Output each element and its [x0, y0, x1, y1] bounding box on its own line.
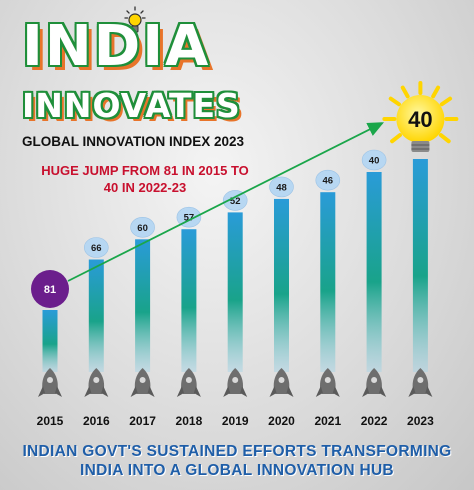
rank-label-2020: 48	[276, 182, 287, 193]
rocket-fin-right	[240, 386, 248, 397]
rocket-fin-right	[425, 386, 433, 397]
rocket-fin-left	[176, 386, 184, 397]
footer-message: INDIAN GOVT'S SUSTAINED EFFORTS TRANSFOR…	[0, 442, 474, 480]
rank-label-2022: 40	[369, 156, 380, 167]
year-label-2017: 2017	[129, 414, 156, 428]
bulb-ray	[438, 133, 451, 144]
rocket-window	[139, 377, 146, 383]
index-title: GLOBAL INNOVATION INDEX 2023	[22, 134, 245, 149]
lightbulb-icon	[396, 95, 445, 143]
rocket-window	[417, 377, 424, 383]
bar-2015	[42, 310, 58, 372]
rank-badge-2022	[361, 149, 387, 171]
rocket-fin-right	[332, 386, 340, 397]
rank-badge-2021	[315, 169, 341, 191]
rocket-window	[371, 377, 378, 383]
bar-2016	[88, 259, 104, 372]
rank-label-2021: 46	[323, 176, 334, 187]
bulb-ray	[388, 96, 401, 107]
title-india: INDIA	[22, 14, 211, 79]
rank-badge-2019	[222, 190, 248, 211]
rocket-fin-left	[315, 386, 323, 397]
rocket-fin-right	[286, 386, 294, 397]
rocket-window	[47, 377, 53, 383]
bar-2020	[274, 198, 289, 372]
bulb-ray	[390, 133, 402, 144]
rocket-fin-left	[130, 386, 138, 397]
bulb-ray	[431, 85, 441, 99]
year-label-2023: 2023	[407, 414, 434, 428]
rank-label-2019: 52	[230, 196, 241, 207]
bar-2019	[227, 212, 243, 372]
headline: HUGE JUMP FROM 81 IN 2015 TO 40 IN 2022-…	[20, 162, 270, 196]
title-innovates: INNOVATES	[22, 86, 241, 125]
rocket-window	[324, 377, 331, 383]
rank-bar-chart: 2015 81 2016 66 2017 60 2018 57 2019 52 2020 48 2021…	[31, 81, 459, 428]
rank-label-2017: 60	[137, 223, 148, 234]
bar-2021	[320, 192, 336, 372]
rank-badge-2016	[84, 237, 109, 258]
year-label-2021: 2021	[314, 414, 341, 428]
rank-label-2015: 81	[44, 284, 56, 296]
trend-arrow	[67, 122, 385, 282]
lightbulb-icon	[124, 6, 146, 33]
rocket-fin-right	[379, 386, 387, 397]
rocket-window	[232, 377, 239, 383]
rank-label-2016: 66	[91, 243, 102, 254]
rank-badge-2015	[31, 270, 69, 308]
rocket-fin-right	[101, 386, 109, 397]
bar-2022	[366, 172, 382, 372]
footer-line-1: INDIAN GOVT'S SUSTAINED EFFORTS TRANSFOR…	[22, 443, 452, 460]
rocket-window	[93, 377, 100, 383]
rocket-fin-left	[408, 386, 416, 397]
rank-badge-2017	[130, 217, 155, 238]
bar-2017	[135, 239, 151, 372]
year-label-2019: 2019	[222, 414, 249, 428]
bulb-base	[411, 141, 430, 152]
rank-label-2018: 57	[184, 213, 195, 224]
year-label-2022: 2022	[361, 414, 388, 428]
rank-badge-2020	[269, 176, 294, 198]
year-label-2018: 2018	[176, 414, 203, 428]
rocket-fin-left	[84, 386, 92, 397]
rocket-fin-left	[362, 386, 370, 397]
footer-line-2: INDIA INTO A GLOBAL INNOVATION HUB	[80, 462, 394, 479]
rocket-fin-left	[269, 386, 277, 397]
rocket-fin-left	[223, 386, 231, 397]
bar-2018	[181, 229, 197, 372]
year-label-2020: 2020	[268, 414, 295, 428]
year-label-2015: 2015	[37, 414, 64, 428]
headline-line-1: HUGE JUMP FROM 81 IN 2015 TO	[41, 163, 249, 178]
rocket-fin-right	[55, 386, 62, 397]
rank-badge-2018	[176, 206, 202, 228]
rocket-window	[185, 377, 192, 383]
rocket-fin-right	[193, 386, 201, 397]
bulb-ray	[400, 85, 410, 99]
rank-label-2023: 40	[408, 107, 432, 132]
rocket-window	[278, 377, 285, 383]
bar-2023	[412, 159, 428, 372]
year-label-2016: 2016	[83, 414, 110, 428]
rocket-fin-right	[147, 386, 155, 397]
bulb-ray	[439, 96, 453, 107]
headline-line-2: 40 IN 2022-23	[103, 180, 187, 195]
rocket-fin-left	[38, 386, 45, 397]
